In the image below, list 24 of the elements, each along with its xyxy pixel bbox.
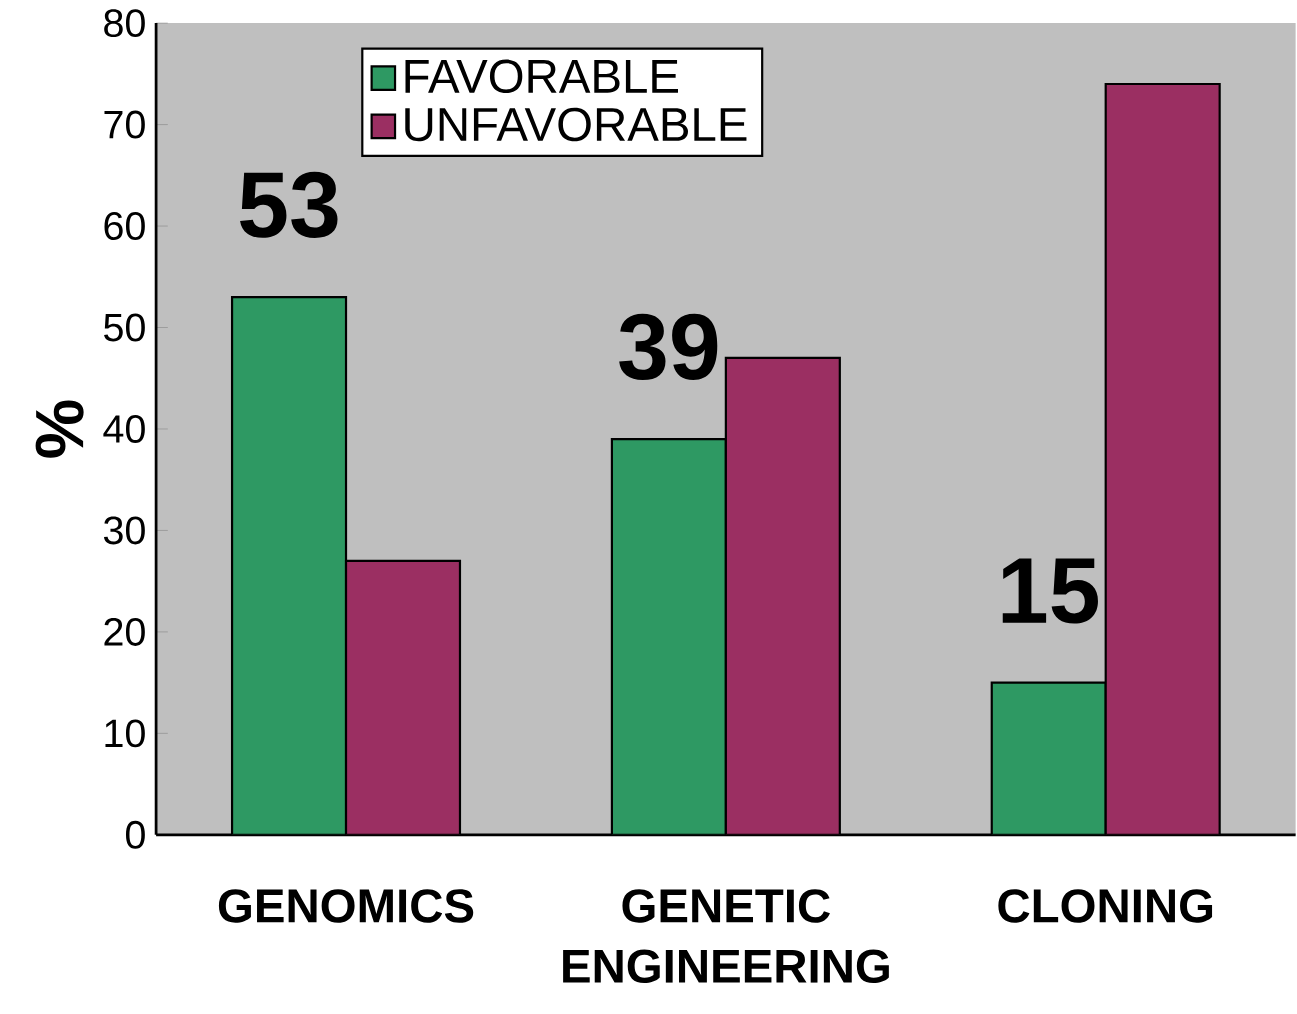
y-axis-title: % [35, 400, 84, 458]
y-tick-label: 50 [104, 313, 145, 342]
y-tick-label: 70 [104, 110, 145, 139]
y-tick-label: 20 [104, 617, 145, 646]
data-label: 15 [1002, 558, 1098, 624]
data-label: 53 [240, 171, 338, 238]
y-tick-label: 30 [103, 516, 145, 545]
x-tick-label: GENETIC ENGINEERING [563, 888, 889, 983]
bar [344, 559, 462, 835]
y-tick-label: 60 [104, 211, 145, 240]
bar [724, 356, 841, 835]
legend-label: UNFAVORABLE [405, 107, 747, 142]
x-tick-label: GENOMICS [218, 888, 474, 923]
bar [610, 437, 727, 835]
y-tick-label: 40 [103, 414, 145, 443]
bar [990, 681, 1107, 835]
bar [230, 295, 348, 835]
bar [1104, 82, 1221, 835]
legend-label: FAVORABLE [405, 59, 678, 93]
x-tick-label: CLONING [998, 888, 1213, 923]
y-tick-label: 10 [105, 719, 145, 748]
y-tick-label: 0 [125, 820, 145, 849]
data-label: 39 [619, 313, 718, 380]
y-tick-label: 80 [104, 8, 145, 37]
